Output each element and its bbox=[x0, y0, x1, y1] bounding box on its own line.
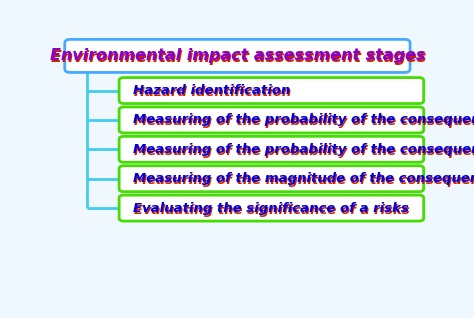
Text: Evaluating the significance of a risks: Evaluating the significance of a risks bbox=[134, 204, 410, 217]
FancyBboxPatch shape bbox=[119, 107, 424, 133]
FancyBboxPatch shape bbox=[119, 166, 424, 192]
Text: Measuring of the probability of the consequences: Measuring of the probability of the cons… bbox=[133, 114, 474, 127]
Text: Measuring of the magnitude of the consequences: Measuring of the magnitude of the conseq… bbox=[134, 174, 474, 187]
Text: Hazard identification: Hazard identification bbox=[133, 84, 290, 97]
Text: Hazard identification: Hazard identification bbox=[134, 86, 291, 99]
Text: Measuring of the probability of the consequences: Measuring of the probability of the cons… bbox=[134, 145, 474, 158]
FancyBboxPatch shape bbox=[119, 78, 424, 104]
FancyBboxPatch shape bbox=[119, 195, 424, 221]
Text: Evaluating the significance of a risks: Evaluating the significance of a risks bbox=[133, 202, 409, 215]
Text: Measuring of the probability of the consequences: Measuring of the probability of the cons… bbox=[134, 115, 474, 128]
FancyBboxPatch shape bbox=[119, 136, 424, 162]
FancyBboxPatch shape bbox=[65, 39, 410, 73]
Text: Environmental impact assessment stages: Environmental impact assessment stages bbox=[50, 48, 425, 63]
Text: Measuring of the probability of the consequences: Measuring of the probability of the cons… bbox=[133, 143, 474, 156]
Text: Environmental impact assessment stages: Environmental impact assessment stages bbox=[51, 50, 426, 65]
Text: Measuring of the magnitude of the consequences: Measuring of the magnitude of the conseq… bbox=[133, 172, 474, 185]
